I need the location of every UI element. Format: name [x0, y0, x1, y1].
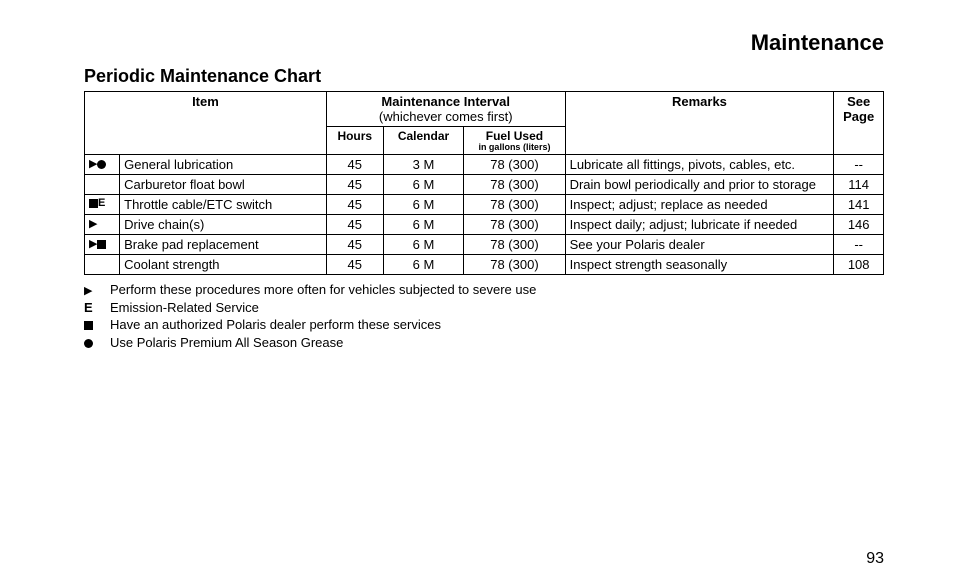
maintenance-table: Item Maintenance Interval (whichever com…	[84, 91, 884, 275]
table-row: Coolant strength456 M78 (300)Inspect str…	[85, 255, 884, 275]
row-page: 141	[834, 195, 884, 215]
row-remarks: Inspect strength seasonally	[565, 255, 834, 275]
row-remarks: Lubricate all fittings, pivots, cables, …	[565, 155, 834, 175]
row-calendar: 3 M	[383, 155, 464, 175]
legend-row: ▶Perform these procedures more often for…	[84, 281, 884, 299]
th-fuel-sub: in gallons (liters)	[468, 143, 560, 152]
legend-text: Perform these procedures more often for …	[110, 281, 536, 299]
row-remarks: Inspect; adjust; replace as needed	[565, 195, 834, 215]
legend-row: Have an authorized Polaris dealer perfor…	[84, 316, 884, 334]
row-hours: 45	[326, 255, 383, 275]
legend-symbol	[84, 334, 110, 352]
legend: ▶Perform these procedures more often for…	[84, 281, 884, 351]
table-row: ▶Drive chain(s)456 M78 (300)Inspect dail…	[85, 215, 884, 235]
table-row: ▶Brake pad replacement456 M78 (300)See y…	[85, 235, 884, 255]
chart-title: Periodic Maintenance Chart	[84, 66, 884, 87]
row-fuel: 78 (300)	[464, 175, 565, 195]
table-row: EThrottle cable/ETC switch456 M78 (300)I…	[85, 195, 884, 215]
section-title: Maintenance	[84, 30, 884, 56]
row-fuel: 78 (300)	[464, 255, 565, 275]
legend-text: Use Polaris Premium All Season Grease	[110, 334, 343, 352]
row-symbol	[85, 255, 120, 275]
legend-row: Use Polaris Premium All Season Grease	[84, 334, 884, 352]
table-row: ▶General lubrication453 M78 (300)Lubrica…	[85, 155, 884, 175]
row-calendar: 6 M	[383, 195, 464, 215]
th-interval-note: (whichever comes first)	[379, 109, 513, 124]
row-page: 114	[834, 175, 884, 195]
row-symbol: E	[85, 195, 120, 215]
row-calendar: 6 M	[383, 215, 464, 235]
row-remarks: See your Polaris dealer	[565, 235, 834, 255]
th-interval-label: Maintenance Interval	[381, 94, 510, 109]
th-remarks: Remarks	[565, 92, 834, 155]
page: Maintenance Periodic Maintenance Chart I…	[0, 0, 954, 588]
th-calendar: Calendar	[383, 127, 464, 155]
legend-symbol	[84, 316, 110, 334]
row-hours: 45	[326, 155, 383, 175]
table-body: ▶General lubrication453 M78 (300)Lubrica…	[85, 155, 884, 275]
row-item: Throttle cable/ETC switch	[120, 195, 327, 215]
legend-row: EEmission-Related Service	[84, 299, 884, 317]
row-calendar: 6 M	[383, 175, 464, 195]
row-hours: 45	[326, 215, 383, 235]
legend-symbol: E	[84, 299, 110, 317]
th-see-page: See Page	[834, 92, 884, 155]
row-hours: 45	[326, 235, 383, 255]
th-interval: Maintenance Interval (whichever comes fi…	[326, 92, 565, 127]
row-symbol: ▶	[85, 155, 120, 175]
row-item: Carburetor float bowl	[120, 175, 327, 195]
th-fuel: Fuel Used in gallons (liters)	[464, 127, 565, 155]
row-item: Brake pad replacement	[120, 235, 327, 255]
row-fuel: 78 (300)	[464, 215, 565, 235]
row-calendar: 6 M	[383, 255, 464, 275]
row-item: Coolant strength	[120, 255, 327, 275]
row-symbol: ▶	[85, 215, 120, 235]
row-symbol: ▶	[85, 235, 120, 255]
th-fuel-label: Fuel Used	[486, 129, 543, 143]
row-symbol	[85, 175, 120, 195]
row-fuel: 78 (300)	[464, 195, 565, 215]
row-item: General lubrication	[120, 155, 327, 175]
table-row: Carburetor float bowl456 M78 (300)Drain …	[85, 175, 884, 195]
row-fuel: 78 (300)	[464, 235, 565, 255]
row-hours: 45	[326, 175, 383, 195]
row-page: --	[834, 155, 884, 175]
row-page: 108	[834, 255, 884, 275]
legend-symbol: ▶	[84, 281, 110, 299]
row-page: --	[834, 235, 884, 255]
row-remarks: Inspect daily; adjust; lubricate if need…	[565, 215, 834, 235]
row-calendar: 6 M	[383, 235, 464, 255]
row-fuel: 78 (300)	[464, 155, 565, 175]
th-item: Item	[85, 92, 327, 155]
row-remarks: Drain bowl periodically and prior to sto…	[565, 175, 834, 195]
legend-text: Emission-Related Service	[110, 299, 259, 317]
th-hours: Hours	[326, 127, 383, 155]
row-item: Drive chain(s)	[120, 215, 327, 235]
row-hours: 45	[326, 195, 383, 215]
page-number: 93	[866, 550, 884, 568]
row-page: 146	[834, 215, 884, 235]
legend-text: Have an authorized Polaris dealer perfor…	[110, 316, 441, 334]
